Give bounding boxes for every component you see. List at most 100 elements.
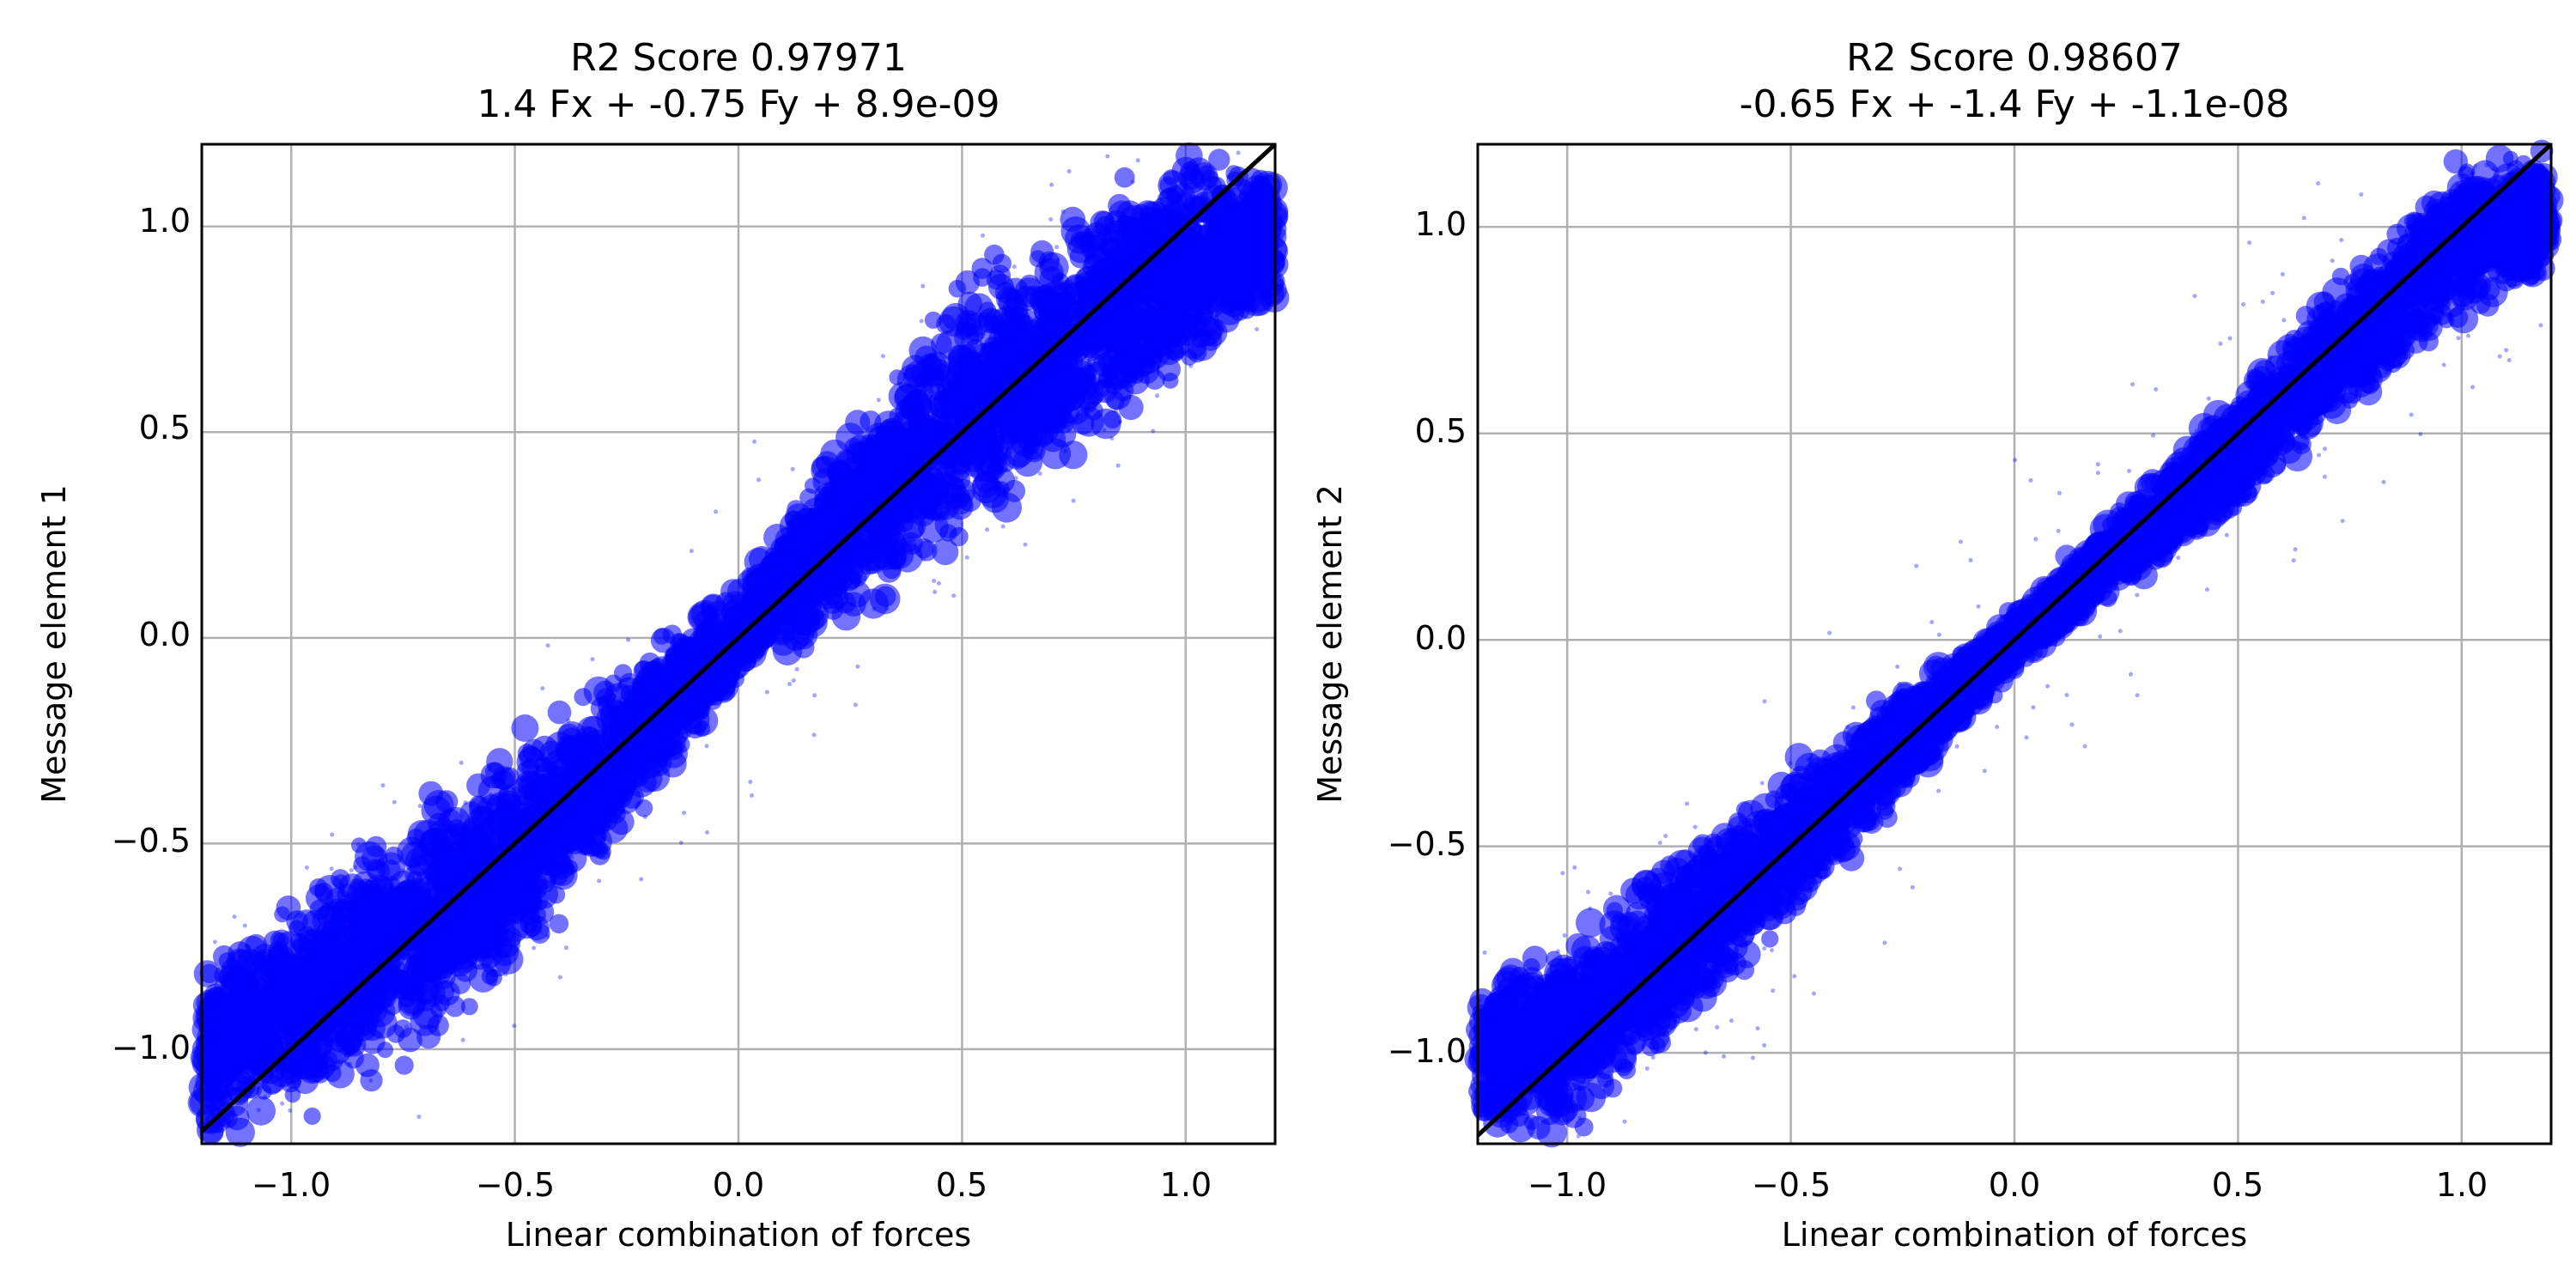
y-tick-label: −0.5 (112, 822, 191, 860)
scatter-point (1048, 217, 1054, 222)
scatter-point (981, 233, 985, 238)
scatter-point (919, 319, 924, 324)
scatter-point (872, 606, 877, 611)
scatter-point (465, 902, 471, 908)
scatter-point (256, 1108, 261, 1113)
scatter-point (951, 593, 957, 598)
x-ticks-1: −1.0 −0.5 0.0 0.5 1.0 (252, 1166, 1212, 1204)
scatter-point (244, 1013, 249, 1018)
scatter-point (1085, 388, 1103, 405)
scatter-point (569, 854, 574, 860)
scatter-point (1042, 301, 1048, 306)
scatter-point (936, 580, 941, 586)
scatter-point (878, 522, 883, 527)
chart-panel-2: R2 Score 0.98607 -0.65 Fx + -1.4 Fy + -1… (1311, 36, 2564, 1254)
y-tick-label: −1.0 (112, 1029, 191, 1066)
scatter-point (1229, 201, 1259, 231)
chart-subtitle-2: -0.65 Fx + -1.4 Fy + -1.1e-08 (1740, 82, 2290, 126)
scatter-point (380, 783, 386, 788)
scatter-point (292, 945, 297, 950)
scatter-point (430, 980, 454, 1005)
scatter-point (394, 1055, 414, 1075)
scatter-point (280, 1101, 285, 1106)
scatter-point (978, 452, 1005, 477)
x-tick-label: 0.0 (713, 1166, 764, 1204)
scatter-point (1013, 476, 1018, 481)
scatter-point (348, 1014, 353, 1018)
scatter-point (832, 501, 836, 507)
scatter-point (1114, 408, 1118, 413)
scatter-point (868, 465, 885, 483)
scatter-point (400, 868, 405, 873)
scatter-point (483, 941, 502, 960)
scatter-point (960, 414, 965, 419)
scatter-point (805, 562, 810, 567)
scatter-point (727, 578, 753, 605)
scatter-point (1066, 169, 1072, 173)
scatter-point (840, 500, 845, 505)
scatter-point (682, 811, 687, 816)
scatter-point (1020, 319, 1047, 346)
chart-subtitle-1: 1.4 Fx + -0.75 Fy + 8.9e-09 (477, 82, 999, 126)
scatter-point (195, 1005, 219, 1030)
scatter-point (1019, 306, 1024, 311)
scatter-point (362, 861, 367, 866)
scatter-point (1071, 498, 1076, 503)
scatter-point (232, 914, 237, 920)
scatter-point (1115, 463, 1121, 468)
scatter-point (421, 795, 452, 826)
scatter-point (263, 1094, 268, 1099)
scatter-point (406, 871, 422, 887)
scatter-point (1044, 392, 1072, 419)
scatter-point (503, 972, 508, 977)
scatter-point (1023, 542, 1028, 547)
scatter-point (790, 466, 795, 471)
scatter-point (330, 832, 335, 837)
scatter-point (294, 1024, 299, 1030)
scatter-point (626, 690, 631, 695)
scatter-point (212, 939, 217, 945)
scatter-point (225, 1047, 250, 1072)
scatter-point (756, 477, 762, 483)
scatter-point (416, 1024, 441, 1049)
scatter-point (639, 877, 644, 882)
scatter-point (1255, 327, 1260, 331)
scatter-point (405, 975, 410, 981)
scatter-point (595, 794, 599, 799)
scatter-point (368, 1078, 374, 1083)
scatter-point (932, 579, 937, 583)
scatter-point (574, 688, 592, 707)
scatter-point (958, 489, 981, 512)
scatter-point (914, 345, 938, 369)
scatter-point (556, 757, 561, 762)
scatter-point (288, 1108, 293, 1113)
scatter-point (514, 794, 519, 799)
scatter-point (401, 841, 428, 868)
scatter-point (230, 993, 257, 1020)
x-tick-label: 0.5 (936, 1166, 987, 1204)
scatter-point (1040, 438, 1072, 470)
scatter-point (957, 316, 977, 337)
scatter-point (460, 1037, 465, 1042)
scatter-point (561, 769, 578, 787)
scatter-point (1135, 219, 1163, 247)
scatter-point (302, 1012, 307, 1017)
scatter-point (208, 1062, 212, 1066)
scatter-point (884, 538, 914, 569)
scatter-point (1213, 307, 1240, 333)
scatter-point (1090, 315, 1121, 347)
scatter-point (361, 845, 388, 872)
scatter-point (1049, 182, 1054, 187)
scatter-point (349, 868, 354, 872)
scatter-point (1018, 297, 1023, 302)
scatter-point (828, 459, 852, 483)
scatter-point (1074, 230, 1091, 247)
scatter-point (404, 1024, 409, 1030)
scatter-point (360, 1072, 365, 1077)
scatter-point (1252, 297, 1257, 302)
scatter-point (769, 566, 774, 571)
scatter-point (232, 1006, 237, 1012)
scatter-point (696, 677, 723, 704)
scatter-point (1207, 274, 1236, 302)
